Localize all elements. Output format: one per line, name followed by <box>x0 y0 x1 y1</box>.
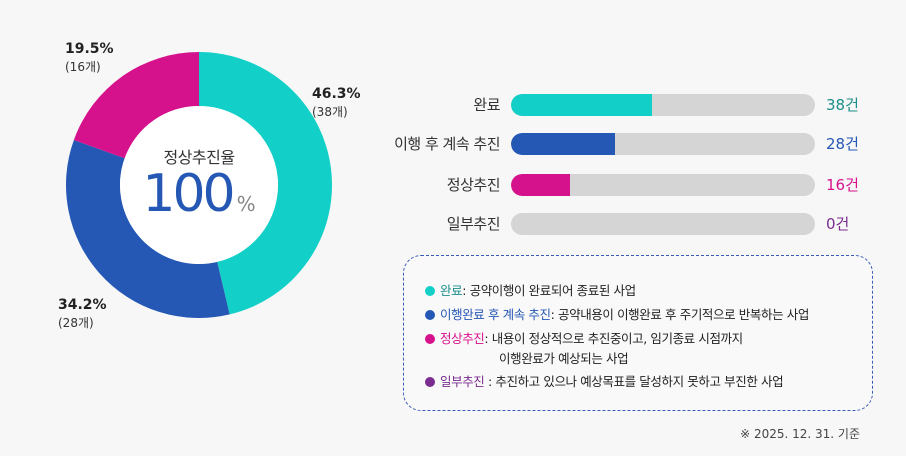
legend-desc: : 내용이 정상적으로 추진중이고, 임기종료 시점까지 <box>484 331 743 346</box>
slice-count: (28개) <box>58 316 94 330</box>
slice-continued <box>66 139 230 318</box>
bar-row-normal: 정상추진 16건 <box>380 174 870 196</box>
slice-pct: 34.2% <box>58 297 107 313</box>
center-title: 정상추진율 <box>163 148 235 167</box>
center-unit: % <box>236 192 256 216</box>
legend-term: 완료 <box>440 283 463 298</box>
center-number: 100 <box>142 164 235 224</box>
donut-svg <box>66 52 332 318</box>
legend-item-completed: 완료: 공약이행이 완료되어 종료된 사업 <box>425 282 636 300</box>
slice-label-continued: 34.2% (28개) <box>58 296 107 332</box>
legend-term: 이행완료 후 계속 추진 <box>440 307 551 322</box>
bar-label: 이행 후 계속 추진 <box>394 135 500 153</box>
bar-value: 0건 <box>826 215 850 233</box>
slice-pct: 46.3% <box>312 86 361 102</box>
bar-track <box>511 174 815 196</box>
legend-desc: : 추진하고 있으나 예상목표를 달성하지 못하고 부진한 사업 <box>484 374 784 389</box>
legend-desc: : 공약이행이 완료되어 종료된 사업 <box>462 283 636 298</box>
slice-completed <box>199 52 332 315</box>
slice-label-normal: 19.5% (16개) <box>65 40 114 76</box>
bar-label: 완료 <box>473 96 500 114</box>
slice-count: (38개) <box>312 105 348 119</box>
slice-count: (16개) <box>65 60 101 74</box>
bar-value: 16건 <box>826 176 859 194</box>
legend-desc: : 공약내용이 이행완료 후 주기적으로 반복하는 사업 <box>550 307 810 322</box>
bar-row-completed: 완료 38건 <box>380 94 870 116</box>
bar-label: 일부추진 <box>446 215 501 233</box>
bar-value: 38건 <box>826 96 859 114</box>
slice-label-completed: 46.3% (38개) <box>312 85 361 121</box>
bar-label: 정상추진 <box>446 176 501 194</box>
bar-fill <box>511 133 615 155</box>
bar-row-partial: 일부추진 0건 <box>380 213 870 235</box>
bar-fill <box>511 94 652 116</box>
legend-desc-continued: 이행완료가 예상되는 사업 <box>499 351 629 366</box>
legend-item-continued: 이행완료 후 계속 추진: 공약내용이 이행완료 후 주기적으로 반복하는 사업 <box>425 306 809 324</box>
center-value: 100% <box>66 164 332 224</box>
legend-item-normal: 정상추진: 내용이 정상적으로 추진중이고, 임기종료 시점까지 <box>425 330 743 348</box>
footnote: ※ 2025. 12. 31. 기준 <box>740 427 860 441</box>
bar-track <box>511 94 815 116</box>
bar-row-continued: 이행 후 계속 추진 28건 <box>380 133 870 155</box>
bar-fill <box>511 174 571 196</box>
donut-chart: 정상추진율 100% <box>66 52 332 318</box>
legend-dot <box>425 377 435 387</box>
legend-item-partial: 일부추진 : 추진하고 있으나 예상목표를 달성하지 못하고 부진한 사업 <box>425 373 784 391</box>
slice-pct: 19.5% <box>65 41 114 57</box>
bar-track <box>511 133 815 155</box>
bar-value: 28건 <box>826 135 859 153</box>
legend-box: 완료: 공약이행이 완료되어 종료된 사업 이행완료 후 계속 추진: 공약내용… <box>403 255 873 411</box>
legend-term: 정상추진 <box>440 331 485 346</box>
legend-dot <box>425 334 435 344</box>
legend-dot <box>425 286 435 296</box>
legend-term: 일부추진 <box>440 374 485 389</box>
slice-normal <box>73 52 199 159</box>
bar-track <box>511 213 815 235</box>
donut-hole <box>120 106 278 264</box>
legend-dot <box>425 310 435 320</box>
